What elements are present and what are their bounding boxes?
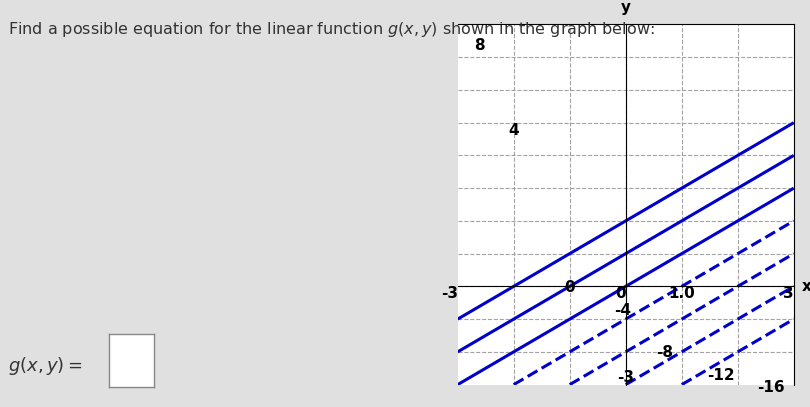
Text: -16: -16 bbox=[757, 380, 785, 395]
Text: Find a possible equation for the linear function $g(x, y)$ shown in the graph be: Find a possible equation for the linear … bbox=[8, 20, 654, 39]
Text: x: x bbox=[802, 279, 810, 294]
Text: $g(x, y) =$: $g(x, y) =$ bbox=[8, 355, 83, 377]
Text: 4: 4 bbox=[508, 123, 518, 138]
Text: 3: 3 bbox=[783, 287, 794, 301]
Text: y: y bbox=[620, 0, 631, 15]
Text: -12: -12 bbox=[707, 368, 735, 383]
Text: -4: -4 bbox=[615, 303, 632, 318]
Text: 1.0: 1.0 bbox=[668, 287, 695, 301]
Text: -8: -8 bbox=[657, 345, 674, 360]
Text: 8: 8 bbox=[475, 37, 485, 53]
Text: 0: 0 bbox=[564, 280, 575, 295]
Text: -3: -3 bbox=[441, 287, 458, 301]
Text: -3: -3 bbox=[617, 370, 634, 385]
Text: 0: 0 bbox=[615, 287, 625, 301]
